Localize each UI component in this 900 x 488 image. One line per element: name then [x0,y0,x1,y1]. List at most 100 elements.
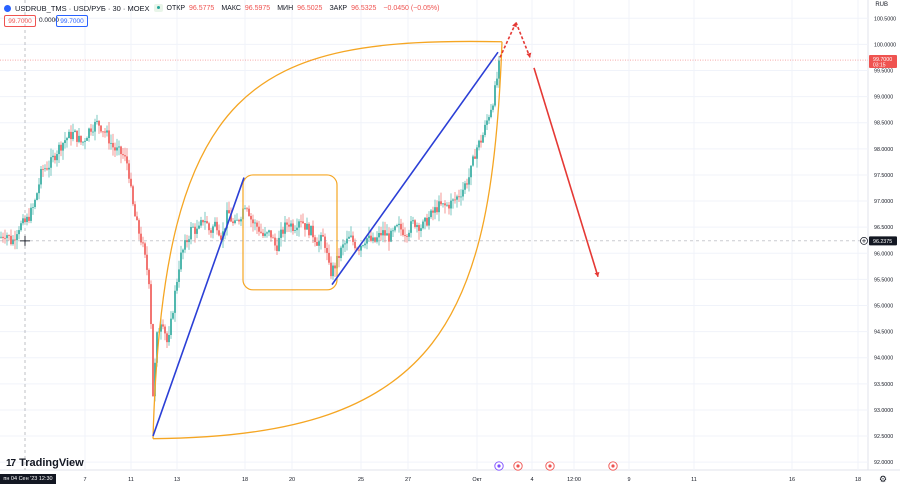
candle-body [112,142,114,148]
candle-body [474,156,476,159]
price-tick-label: 100.0000 [874,42,896,48]
blue-trend-line[interactable] [152,177,245,437]
red-trend-line[interactable] [533,67,599,278]
time-tick-label: Окт [472,477,482,483]
candle-body [176,281,178,291]
red-trend-line[interactable] [499,22,517,58]
candle-body [252,219,254,224]
candle-body [362,245,364,247]
time-tick-label: 16 [789,477,795,483]
orange-range-box[interactable] [242,174,338,291]
candle-body [144,243,146,255]
candle-body [486,120,488,125]
low-value: 96.5025 [297,4,323,12]
price-tick-label: 94.0000 [874,356,893,362]
price-axis[interactable]: 92.0000 92.5000 93.0000 93.5000 94.0000 94.50… [874,16,896,466]
price-tick-label: 96.5000 [874,225,893,231]
candle-body [314,237,316,242]
open-value: 96.5775 [189,4,215,12]
red-trend-line[interactable] [515,22,531,58]
price-tick-label: 98.5000 [874,121,893,127]
candle-body [202,220,204,223]
candle-body [150,284,152,325]
close-value: 96.5325 [351,4,377,12]
symbol-title[interactable]: USDRUB_TMS · USD/РУБ · 30 · MOEX [15,3,150,13]
sell-button[interactable]: 99.7000 [4,15,36,27]
candle-body [344,243,346,245]
candle-body [410,221,412,233]
candle-body [436,207,438,213]
candle-body [260,231,262,233]
candle-body [266,232,268,234]
candle-body [78,135,80,142]
candle-body [166,333,168,343]
candle-body [184,240,186,250]
time-tick-label: 11 [691,477,697,483]
candle-body [388,233,390,242]
candle-body [148,269,150,285]
tradingview-logo[interactable]: 17 TradingView [6,457,84,469]
candle-body [4,237,6,239]
candle-body [14,239,16,241]
currency-label[interactable]: RUB [875,2,888,8]
candle-body [462,189,464,197]
candle-body [440,201,442,205]
event-markers[interactable] [494,461,618,471]
candle-body [460,196,462,198]
price-tick-label: 96.0000 [874,251,893,257]
symbol-icon[interactable] [4,4,11,12]
candle-body [204,221,206,223]
candle-body [86,137,88,141]
candle-body [10,235,12,245]
candle-body [130,178,132,187]
candle-body [392,230,394,232]
orange-arc-lower[interactable] [152,41,503,440]
candle-body [280,229,282,238]
legend-header: USDRUB_TMS · USD/РУБ · 30 · MOEX ОТКР 96.… [4,2,442,14]
candle-body [58,144,60,155]
candle-body [70,131,72,140]
candle-body [352,235,354,242]
time-axis[interactable]: 7 11 13 18 20 25 27 Окт 4 12:00 9 11 16 18 [83,477,861,483]
candle-body [168,334,170,343]
candle-body [426,217,428,226]
gear-icon[interactable]: ⚙ [878,474,888,484]
candle-body [286,222,288,225]
candle-body [26,216,28,223]
candle-body [246,208,248,210]
candle-body [66,138,68,141]
orange-arc-upper[interactable] [152,40,503,439]
candle-body [160,324,162,332]
candle-body [428,217,430,226]
candle-body [108,130,110,144]
candle-body [12,239,14,245]
buy-button[interactable]: 99.7000 [56,15,88,27]
candle-body [140,233,142,243]
candle-body [338,255,340,259]
candle-body [418,225,420,231]
crosshair [0,0,868,470]
candle-body [374,237,376,242]
price-tick-label: 95.0000 [874,304,893,310]
candle-body [82,141,84,143]
market-status-icon[interactable] [153,4,163,12]
candle-body [482,135,484,143]
drawings[interactable] [152,22,600,440]
candle-body [134,204,136,217]
candle-body [146,254,148,270]
candle-body [438,201,440,213]
candle-body [230,213,232,222]
candle-body [406,235,408,237]
candle-body [48,167,50,170]
candle-body [32,207,34,208]
candle-body [126,156,128,164]
price-tick-label: 98.0000 [874,147,893,153]
candle-body [174,290,176,313]
candle-body [254,222,256,224]
candle-body [390,230,392,242]
candle-body [294,230,296,231]
blue-trend-line[interactable] [331,51,499,286]
candle-body [138,220,140,234]
